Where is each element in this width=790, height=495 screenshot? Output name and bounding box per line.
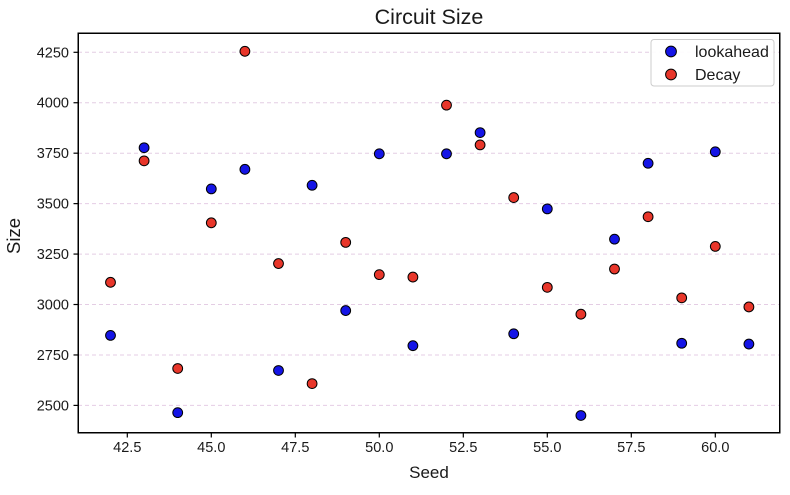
svg-text:42.5: 42.5: [113, 440, 141, 456]
svg-text:lookahead: lookahead: [695, 44, 769, 61]
svg-text:57.5: 57.5: [617, 440, 645, 456]
svg-text:55.0: 55.0: [533, 440, 561, 456]
svg-text:Decay: Decay: [695, 67, 740, 84]
svg-text:4250: 4250: [37, 45, 69, 61]
svg-text:Seed: Seed: [409, 463, 449, 482]
svg-text:50.0: 50.0: [365, 440, 393, 456]
svg-text:Size: Size: [3, 218, 24, 254]
svg-text:2750: 2750: [37, 348, 69, 364]
svg-text:3750: 3750: [37, 146, 69, 162]
svg-text:3000: 3000: [37, 298, 69, 314]
svg-text:47.5: 47.5: [281, 440, 309, 456]
svg-text:45.0: 45.0: [197, 440, 225, 456]
svg-text:4000: 4000: [37, 96, 69, 112]
svg-text:52.5: 52.5: [449, 440, 477, 456]
svg-text:60.0: 60.0: [701, 440, 729, 456]
svg-text:3250: 3250: [37, 247, 69, 263]
svg-text:2500: 2500: [37, 398, 69, 414]
svg-text:Circuit Size: Circuit Size: [375, 5, 484, 29]
svg-text:3500: 3500: [37, 197, 69, 213]
